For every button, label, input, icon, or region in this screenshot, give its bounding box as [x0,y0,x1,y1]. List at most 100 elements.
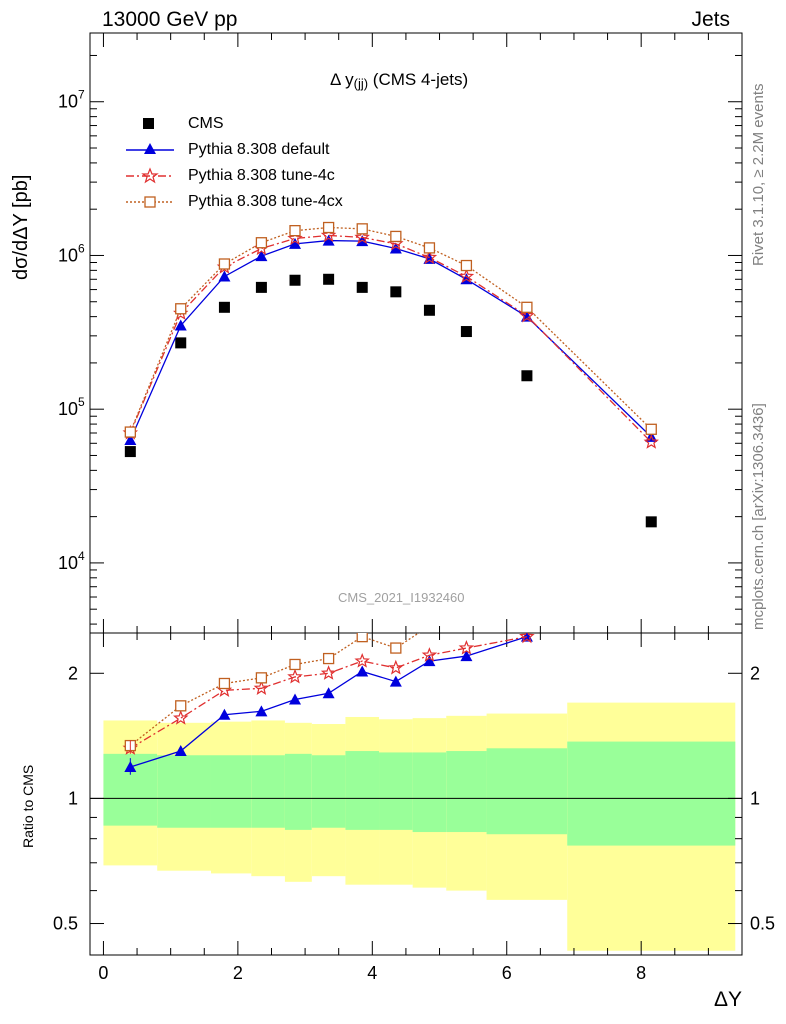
data-point-tune4cx [356,633,368,643]
x-tick-label: 8 [636,963,646,983]
data-point-tune4cx [521,301,533,313]
ratio-tick-label-right: 0.5 [750,914,775,934]
band-inner [210,755,252,828]
x-axis-label: ΔY [713,988,742,1011]
legend-symbol-tune4cx [126,196,174,208]
data-point-tune4c [320,665,337,680]
data-point-tune4cx [255,237,268,249]
data-point-tune4cx [390,230,402,243]
data-point-tune4c [643,434,659,449]
data-point-tune4c [458,639,475,655]
data-point-tune4cx [218,258,231,270]
y-tick-label: 10 [58,553,78,573]
band-inner [379,752,413,830]
rivet-version-label: Rivet 3.1.10, ≥ 2.2M events [750,83,767,267]
band-inner [486,748,568,835]
ratio-bands [103,702,736,951]
legend-label-tune4c: Pythia 8.308 tune-4c [188,167,335,184]
data-point-tune4cx [322,652,335,665]
data-point-tune4cx [645,423,657,435]
data-point-tune4cx [289,225,301,237]
y-tick-exponent: 7 [78,88,85,102]
data-point-default [356,665,369,677]
ratio-frame [89,632,743,956]
data-point-tune4c [253,680,270,695]
data-point-tune4cx [255,672,268,684]
data-point-tune4cx [356,223,368,235]
series-line [129,234,652,443]
data-point-tune4cx [218,677,231,690]
data-point-cms [390,286,402,298]
band-inner [311,755,346,828]
x-tick-label: 2 [233,963,243,983]
data-point-cms [175,337,187,349]
data-point-tune4c [519,307,535,323]
data-point-tune4c [287,230,303,246]
data-point-default [423,655,436,667]
data-point-tune4cx [289,658,301,671]
data-point-default [389,675,402,687]
data-point-tune4c [354,652,370,668]
y-tick-label: 10 [58,399,78,419]
data-point-default [289,237,302,249]
data-point-default [322,687,335,699]
data-point-cms [323,273,335,285]
data-point-tune4c [421,647,438,662]
band-inner [446,751,487,833]
band-inner [412,752,447,833]
band-inner [251,755,285,828]
data-point-cms [124,446,136,458]
legend-symbol-default [126,143,174,154]
plot-title-rest: (CMS 4-jets) [368,70,469,89]
data-point-tune4c [519,633,535,644]
main-series [122,221,659,528]
ratio-tick-label-right: 2 [750,663,760,683]
data-point-default [289,693,302,705]
y-tick-label: 10 [58,245,78,265]
data-point-cms [423,304,435,316]
data-point-default [218,270,231,282]
data-point-default [322,234,335,246]
x-ticks [102,33,709,955]
data-point-tune4cx [424,621,434,631]
legend-symbol-tune4c [126,167,174,184]
y-tick-exponent: 6 [78,241,85,255]
legend-label-cms: CMS [188,115,224,132]
data-point-cms [289,274,301,286]
band-inner [284,753,312,830]
data-point-tune4cx [322,221,335,234]
data-point-tune4cx [175,700,187,712]
x-tick-label: 4 [367,963,377,983]
ratio-y-axis-label: Ratio to CMS [20,764,36,848]
x-tick-label: 6 [502,963,512,983]
series-line [129,239,652,441]
energy-label: 13000 GeV pp [102,8,238,31]
data-point-tune4c [354,229,370,245]
data-point-tune4cx [390,642,402,654]
legend-symbol-cms [143,118,154,129]
ratio-tick-label-left: 2 [68,663,78,683]
main-y-axis-label: dσ/dΔY [pb] [10,174,32,280]
plot-title-sub: (jj) [353,76,369,91]
legend-label-tune4cx: Pythia 8.308 tune-4cx [188,193,343,210]
data-point-default [174,319,187,331]
main-y-ticks [90,54,742,625]
y-tick-exponent: 5 [78,395,85,409]
data-point-default [174,745,187,757]
data-point-default [255,250,268,262]
data-point-tune4c [173,709,189,725]
data-point-tune4c [421,249,438,265]
band-inner [345,751,380,830]
y-tick-exponent: 4 [78,549,85,563]
ratio-tick-label-right: 1 [750,788,760,808]
data-point-default [255,705,268,717]
data-point-tune4c [458,268,475,284]
y-tick-label: 10 [58,92,78,112]
ratio-series [122,621,535,775]
data-point-tune4cx [423,242,436,254]
series-line [129,226,652,433]
data-point-tune4cx [460,259,473,272]
data-point-cms [645,516,657,528]
data-point-cms [521,370,533,382]
